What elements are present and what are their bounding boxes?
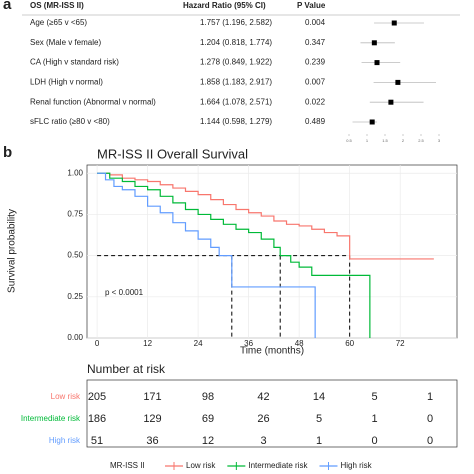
x-tick-label: 24 xyxy=(194,339,203,348)
survival-curve xyxy=(97,172,316,338)
risk-count: 5 xyxy=(316,413,322,425)
x-tick-label: 2.5 xyxy=(418,138,424,143)
column-header: P Value xyxy=(297,1,326,10)
legend-label: High risk xyxy=(340,461,372,470)
risk-count: 26 xyxy=(257,413,269,425)
hr-label: 1.278 (0.849, 1.922) xyxy=(200,58,272,67)
hr-point xyxy=(388,99,394,105)
panel-label: b xyxy=(3,144,12,161)
risk-count: 0 xyxy=(427,413,433,425)
plot-frame xyxy=(86,164,458,339)
p-value: 0.489 xyxy=(305,117,326,126)
y-tick-label: 1.00 xyxy=(67,168,83,177)
risk-count: 42 xyxy=(257,391,269,403)
row-label: Low risk xyxy=(51,392,81,401)
risk-count: 5 xyxy=(371,391,377,403)
x-tick-label: 1 xyxy=(366,138,369,143)
row-label: High risk xyxy=(49,436,81,445)
risk-count: 205 xyxy=(88,391,106,403)
hr-label: 1.858 (1.183, 2.917) xyxy=(200,78,272,87)
y-tick-label: 0.25 xyxy=(67,292,83,301)
survival-curve xyxy=(97,172,371,338)
table-frame xyxy=(86,379,458,448)
x-tick-label: 12 xyxy=(143,339,152,348)
y-tick-label: 0.50 xyxy=(67,251,83,260)
table-title: Number at risk xyxy=(87,362,166,376)
p-value: 0.007 xyxy=(305,78,326,87)
x-tick-label: 0 xyxy=(95,339,100,348)
risk-count: 14 xyxy=(313,391,325,403)
hr-point xyxy=(371,40,377,46)
y-tick-label: 0.75 xyxy=(67,210,83,219)
x-tick-label: 36 xyxy=(244,339,253,348)
p-value: 0.004 xyxy=(305,18,326,27)
hr-point xyxy=(395,79,401,85)
x-tick-label: 3 xyxy=(438,138,441,143)
panel-label: a xyxy=(3,0,12,13)
row-label: Renal function (Abnormal v normal) xyxy=(30,97,156,106)
hr-label: 1.757 (1.196, 2.582) xyxy=(200,18,272,27)
legend-title: MR-ISS II xyxy=(110,461,145,470)
y-axis-label: Survival probability xyxy=(7,209,18,293)
risk-count: 36 xyxy=(146,435,158,447)
row-label: Intermediate risk xyxy=(21,414,81,423)
y-tick-label: 0.00 xyxy=(67,333,83,342)
x-tick-label: 72 xyxy=(396,339,405,348)
risk-count: 1 xyxy=(427,391,433,403)
risk-count: 3 xyxy=(260,435,266,447)
row-label: LDH (High v normal) xyxy=(30,78,103,87)
hr-point xyxy=(391,20,397,26)
risk-count: 0 xyxy=(371,435,377,447)
x-tick-label: 0.5 xyxy=(346,138,352,143)
hr-label: 1.664 (1.078, 2.571) xyxy=(200,97,272,106)
legend-label: Low risk xyxy=(186,461,216,470)
x-axis-label: Time (months) xyxy=(240,346,304,357)
hr-point xyxy=(374,60,380,66)
p-value: 0.347 xyxy=(305,38,326,47)
risk-count: 12 xyxy=(202,435,214,447)
x-tick-label: 1.5 xyxy=(382,138,388,143)
row-label: sFLC ratio (≥80 v <80) xyxy=(30,117,110,126)
survival-curve xyxy=(97,172,434,260)
risk-count: 51 xyxy=(91,435,103,447)
row-label: CA (High v standard risk) xyxy=(30,58,119,67)
annotation: p < 0.0001 xyxy=(105,288,144,297)
x-tick-label: 48 xyxy=(295,339,304,348)
hr-point xyxy=(369,119,375,125)
x-tick-label: 2 xyxy=(402,138,405,143)
risk-count: 171 xyxy=(143,391,161,403)
risk-count: 1 xyxy=(316,435,322,447)
risk-count: 1 xyxy=(371,413,377,425)
hr-label: 1.144 (0.598, 1.279) xyxy=(200,117,272,126)
p-value: 0.022 xyxy=(305,97,326,106)
hr-label: 1.204 (0.818, 1.774) xyxy=(200,38,272,47)
risk-count: 0 xyxy=(427,435,433,447)
row-label: Sex (Male v female) xyxy=(30,38,101,47)
risk-count: 69 xyxy=(202,413,214,425)
row-label: Age (≥65 v <65) xyxy=(30,18,87,27)
chart-title: MR-ISS II Overall Survival xyxy=(97,146,248,161)
column-header: OS (MR-ISS II) xyxy=(30,1,84,10)
risk-count: 98 xyxy=(202,391,214,403)
x-tick-label: 60 xyxy=(345,339,354,348)
risk-count: 129 xyxy=(143,413,161,425)
risk-count: 186 xyxy=(88,413,106,425)
legend-label: Intermediate risk xyxy=(248,461,308,470)
p-value: 0.239 xyxy=(305,58,326,67)
column-header: Hazard Ratio (95% CI) xyxy=(183,1,266,10)
